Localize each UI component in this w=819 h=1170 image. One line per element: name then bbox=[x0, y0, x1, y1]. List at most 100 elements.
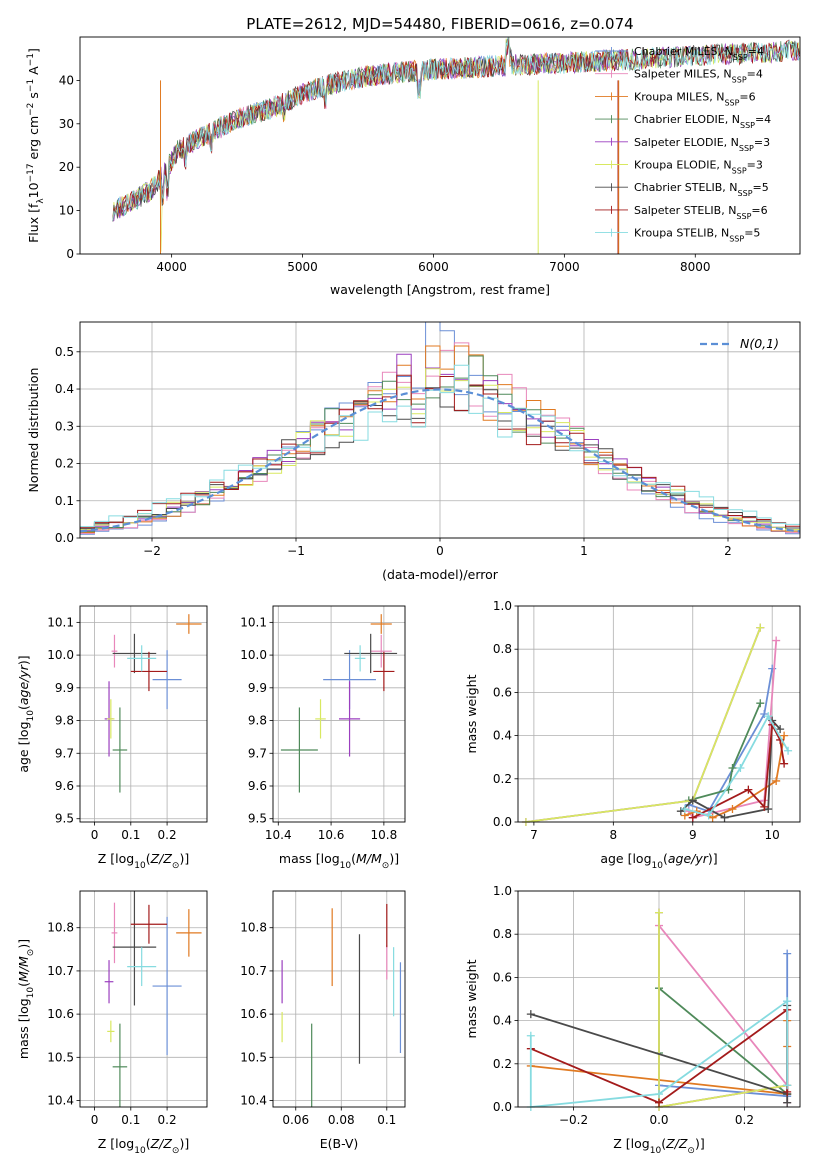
x-tick-label: 5000 bbox=[287, 260, 318, 274]
x-tick-label: 0.2 bbox=[158, 828, 177, 842]
legend-label: Kroupa MILES, NSSP=6 bbox=[634, 90, 756, 107]
label-part: E(B-V) bbox=[320, 1136, 359, 1151]
y-tick-label: 10.1 bbox=[240, 615, 267, 629]
x-axis-label: age [log10(age/yr)] bbox=[600, 851, 717, 871]
weight-marker bbox=[655, 1090, 663, 1099]
label-part: M/M bbox=[16, 956, 31, 982]
legend-label: Kroupa ELODIE, NSSP=3 bbox=[634, 159, 763, 176]
label-part: Z [log bbox=[98, 1136, 134, 1151]
legend-label-sub: SSP bbox=[732, 75, 747, 84]
label-part: age/yr bbox=[668, 851, 709, 866]
axes-frame bbox=[517, 890, 801, 1108]
label-part: ( bbox=[661, 1136, 666, 1151]
x-tick-label: 0.1 bbox=[377, 1113, 396, 1127]
weight-marker bbox=[772, 636, 781, 645]
spectrum-line bbox=[112, 37, 800, 252]
label-part: erg cm bbox=[26, 116, 41, 164]
normal-curve bbox=[79, 388, 801, 533]
x-tick-label: 9 bbox=[689, 828, 697, 842]
legend-label: Chabrier MILES, NSSP=4 bbox=[634, 45, 764, 62]
legend-label: Salpeter ELODIE, NSSP=3 bbox=[634, 136, 770, 153]
label-part: )] bbox=[695, 1136, 705, 1151]
label-part: )] bbox=[16, 939, 31, 949]
weight-marker bbox=[728, 805, 737, 814]
x-tick-label: 0.2 bbox=[158, 1113, 177, 1127]
y-tick-label: 9.9 bbox=[248, 681, 267, 695]
legend-label: Chabrier STELIB, NSSP=5 bbox=[634, 181, 769, 198]
legend-label: Kroupa STELIB, NSSP=5 bbox=[634, 227, 760, 244]
spectrum-line bbox=[112, 37, 800, 222]
mass-vs-z-chart: 0 0.1 0.210.410.510.610.710.8Z [log10(Z/Z⊙… bbox=[16, 890, 208, 1156]
y-tick-label: 9.8 bbox=[55, 714, 74, 728]
weight-marker bbox=[784, 746, 793, 755]
y-tick-label: 10.0 bbox=[240, 648, 267, 662]
y-tick-label: 30 bbox=[59, 117, 74, 131]
label-part: ⊙ bbox=[26, 949, 36, 957]
y-tick-label: 1.0 bbox=[493, 599, 512, 613]
axes-frame bbox=[272, 605, 406, 823]
x-axis-label: mass [log10(M/M⊙)] bbox=[279, 851, 399, 871]
age-vs-z-chart: 0 0.1 0.29.59.69.79.89.910.010.1Z [log10(Z… bbox=[16, 605, 208, 871]
legend-label-n: =4 bbox=[748, 45, 764, 58]
weight-marker bbox=[756, 623, 765, 632]
y-tick-label: 20 bbox=[59, 160, 74, 174]
label-part: ( bbox=[146, 1136, 151, 1151]
label-part: Z [log bbox=[98, 851, 134, 866]
label-part: age [log bbox=[600, 851, 651, 866]
x-axis-label: Z [log10(Z/Z⊙)] bbox=[98, 1136, 189, 1156]
label-part: ( bbox=[351, 851, 356, 866]
label-part: λ bbox=[36, 198, 46, 204]
y-axis-label: age [log10(age/yr)] bbox=[16, 655, 36, 772]
weight-vs-z-chart: −0.2 0.0 0.2 0.0 0.2 0.4 0.6 0.8 1.0 Z [log10(Z/Z… bbox=[464, 884, 801, 1156]
x-tick-label: 8 bbox=[610, 828, 618, 842]
y-tick-label: 9.9 bbox=[55, 681, 74, 695]
label-part: )] bbox=[179, 1136, 189, 1151]
y-tick-label: 0.2 bbox=[493, 772, 512, 786]
weight-marker bbox=[655, 1098, 663, 1107]
y-tick-label: 10.5 bbox=[240, 1050, 267, 1064]
label-part: s bbox=[26, 92, 41, 103]
weight-marker bbox=[783, 1081, 792, 1090]
weight-line bbox=[688, 640, 778, 819]
x-axis-label: Z [log10(Z/Z⊙)] bbox=[613, 1136, 704, 1156]
x-tick-label: −2 bbox=[143, 544, 161, 558]
x-tick-label: 0 bbox=[91, 1113, 99, 1127]
x-tick-label: 10.4 bbox=[265, 828, 292, 842]
label-part: )] bbox=[179, 851, 189, 866]
label-part: age [log bbox=[16, 721, 31, 772]
y-tick-label: 10.8 bbox=[240, 921, 267, 935]
weight-marker bbox=[526, 1010, 535, 1019]
x-axis-label: E(B-V) bbox=[320, 1136, 359, 1151]
y-tick-label: 9.6 bbox=[55, 779, 74, 793]
weight-marker bbox=[736, 764, 745, 772]
weight-line bbox=[688, 668, 774, 813]
legend-label-n: =5 bbox=[744, 227, 760, 240]
label-part: ( bbox=[663, 851, 668, 866]
x-tick-label: 10.6 bbox=[318, 828, 345, 842]
label-part: 10 bbox=[650, 1146, 662, 1156]
y-tick-label: 10 bbox=[59, 204, 74, 218]
x-tick-label: 0.0 bbox=[649, 1113, 668, 1127]
weight-marker bbox=[655, 908, 663, 917]
weight-marker bbox=[776, 725, 785, 734]
y-tick-label: 0.8 bbox=[493, 927, 512, 941]
label-part: )] bbox=[389, 851, 399, 866]
y-tick-label: 0.5 bbox=[55, 345, 74, 359]
x-axis-label: (data-model)/error bbox=[382, 567, 499, 582]
x-tick-label: 8000 bbox=[680, 260, 711, 274]
x-tick-label: 0 bbox=[91, 828, 99, 842]
y-tick-label: 9.8 bbox=[248, 714, 267, 728]
histogram-step bbox=[80, 385, 800, 530]
legend-label-n: =3 bbox=[754, 136, 770, 149]
histogram-step bbox=[80, 374, 800, 529]
x-tick-label: 4000 bbox=[156, 260, 187, 274]
label-part: M/M bbox=[356, 851, 382, 866]
weight-marker bbox=[764, 712, 773, 721]
label-part: Flux [f bbox=[26, 203, 41, 243]
weight-marker bbox=[780, 759, 789, 768]
y-tick-label: 0.2 bbox=[493, 1057, 512, 1071]
x-tick-label: 2 bbox=[724, 544, 732, 558]
label-part: A bbox=[26, 66, 41, 79]
y-tick-label: 9.7 bbox=[248, 746, 267, 760]
